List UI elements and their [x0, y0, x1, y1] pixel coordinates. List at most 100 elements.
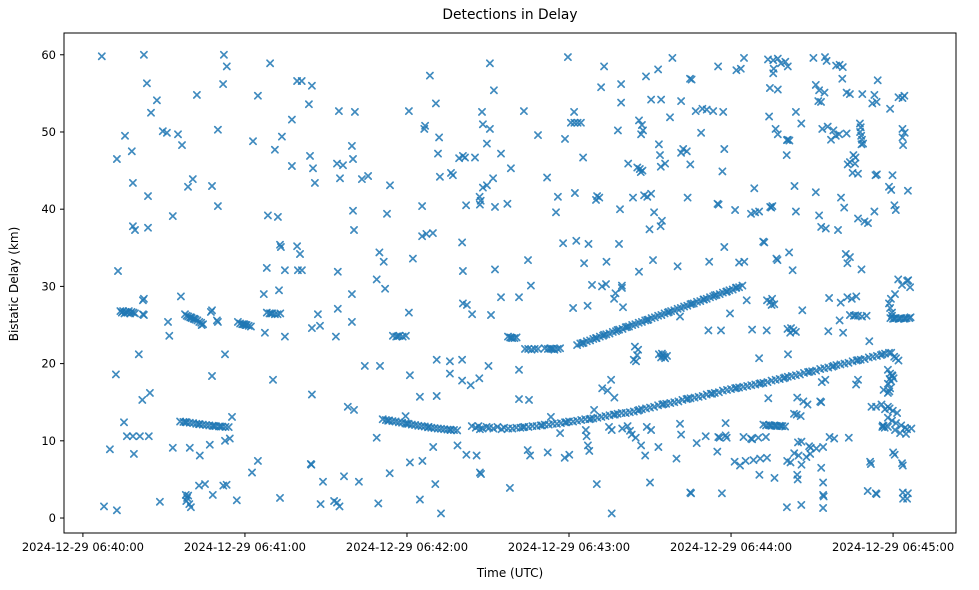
data-point-marker [458, 238, 467, 247]
data-point-marker [569, 304, 578, 312]
data-point-marker [895, 314, 904, 323]
data-point-marker [304, 100, 313, 109]
data-point-marker [142, 79, 151, 88]
data-point-marker [637, 130, 646, 139]
data-point-marker [386, 181, 394, 190]
data-point-marker [259, 290, 268, 299]
data-point-marker [570, 189, 579, 197]
data-point-marker [572, 236, 581, 245]
data-point-marker [852, 292, 861, 301]
data-point-marker [626, 426, 634, 435]
data-point-marker [280, 266, 289, 275]
data-point-marker [487, 311, 495, 319]
data-point-marker [661, 159, 670, 168]
data-point-marker [886, 304, 895, 312]
data-point-marker [435, 172, 444, 181]
data-point-marker [650, 402, 659, 411]
data-point-marker [458, 376, 467, 385]
data-point-marker [331, 332, 340, 341]
x-tick-label: 2024-12-29 06:40:00 [22, 540, 144, 554]
data-point-marker [821, 375, 830, 384]
data-point-marker [350, 107, 359, 116]
data-point-marker [844, 358, 853, 367]
data-point-marker [765, 84, 774, 92]
data-point-marker [195, 481, 203, 490]
data-point-marker [434, 149, 442, 158]
data-point-marker [228, 412, 236, 421]
data-point-marker [515, 395, 523, 404]
data-point-marker [815, 211, 824, 220]
data-point-marker [505, 483, 514, 492]
data-point-marker [903, 494, 912, 503]
data-point-marker [357, 175, 366, 184]
data-point-marker [375, 248, 384, 257]
data-point-marker [491, 265, 499, 274]
data-point-marker [219, 50, 228, 59]
data-point-marker [782, 136, 791, 145]
data-point-marker [526, 281, 535, 290]
data-point-marker [797, 500, 806, 509]
data-point-marker [128, 222, 137, 231]
data-point-marker [266, 309, 275, 318]
data-point-marker [795, 370, 804, 379]
data-point-marker [376, 361, 384, 370]
data-point-marker [135, 432, 144, 441]
data-point-marker [825, 294, 834, 302]
data-point-marker [559, 239, 568, 248]
data-point-marker [307, 324, 316, 333]
data-point-marker [656, 151, 664, 160]
data-point-marker [763, 453, 771, 462]
data-point-marker [415, 392, 424, 401]
data-point-marker [888, 171, 897, 180]
data-point-marker [786, 328, 795, 337]
data-point-marker [316, 321, 324, 330]
data-point-marker [765, 112, 774, 121]
data-point-marker [700, 295, 708, 304]
data-point-marker [674, 397, 683, 406]
data-point-marker [453, 441, 462, 450]
data-point-marker [253, 91, 262, 100]
data-point-marker [809, 53, 818, 62]
data-point-marker [485, 423, 494, 432]
data-point-marker [793, 393, 802, 402]
data-point-marker [297, 77, 306, 85]
data-point-marker [404, 308, 413, 317]
data-point-marker [794, 451, 803, 460]
data-point-marker [467, 422, 476, 431]
data-point-marker [642, 72, 650, 81]
data-point-marker [883, 422, 892, 431]
data-point-marker [489, 86, 498, 95]
data-point-marker [768, 294, 777, 303]
data-point-marker [424, 422, 433, 431]
data-point-marker [379, 257, 388, 266]
scatter-points [97, 50, 916, 518]
data-point-marker [623, 422, 632, 431]
data-point-marker [835, 130, 844, 139]
data-point-marker [216, 422, 225, 431]
data-point-marker [704, 326, 713, 335]
data-point-marker [131, 226, 139, 234]
data-point-marker [820, 88, 829, 97]
data-point-marker [886, 104, 895, 113]
data-point-marker [287, 162, 296, 170]
data-point-marker [893, 409, 902, 417]
data-point-marker [760, 238, 769, 247]
data-point-marker [748, 325, 757, 334]
data-point-marker [649, 256, 657, 265]
data-point-marker [793, 475, 802, 484]
data-point-marker [719, 107, 728, 116]
data-point-marker [428, 229, 437, 238]
data-point-marker [553, 192, 562, 201]
data-point-marker [607, 426, 616, 434]
data-point-marker [185, 443, 194, 452]
data-point-marker [748, 435, 757, 444]
data-point-marker [835, 60, 844, 69]
data-point-marker [898, 133, 907, 142]
data-point-marker [683, 394, 692, 403]
data-point-marker [497, 293, 505, 302]
data-point-marker [579, 153, 588, 162]
data-point-marker [475, 425, 484, 434]
data-point-marker [768, 202, 777, 211]
data-point-marker [677, 148, 686, 157]
